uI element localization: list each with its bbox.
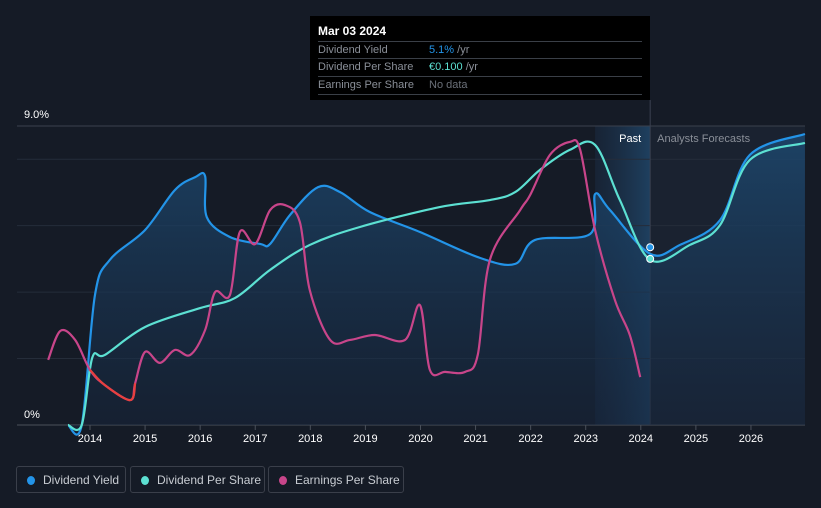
dividend-yield-dot-icon bbox=[27, 476, 35, 485]
legend-label: Earnings Per Share bbox=[295, 473, 400, 487]
dividend-per-share-dot-icon bbox=[141, 476, 149, 485]
tooltip-label: Dividend Per Share bbox=[318, 61, 414, 73]
x-tick-label: 2026 bbox=[739, 433, 763, 445]
legend-label: Dividend Yield bbox=[43, 473, 120, 487]
tooltip-row-dividend-per-share: Dividend Per Share €0.100 /yr bbox=[318, 58, 642, 76]
x-tick-label: 2020 bbox=[408, 433, 432, 445]
dividend-yield-line bbox=[66, 132, 806, 436]
x-tick-label: 2021 bbox=[463, 433, 487, 445]
x-tick-label: 2017 bbox=[243, 433, 267, 445]
tooltip-unit: /yr bbox=[462, 61, 478, 73]
x-tick-label: 2016 bbox=[188, 433, 212, 445]
forecast-label: Analysts Forecasts bbox=[657, 133, 750, 145]
dividend-yield-marker bbox=[646, 243, 655, 252]
x-tick-label: 2018 bbox=[298, 433, 322, 445]
dividend-yield-area bbox=[67, 133, 805, 435]
dividend-per-share-line bbox=[67, 140, 806, 432]
x-tick-label: 2025 bbox=[684, 433, 708, 445]
tooltip-value: 5.1% bbox=[429, 44, 455, 56]
x-tick-label: 2014 bbox=[78, 433, 102, 445]
legend-dividend-per-share[interactable]: Dividend Per Share bbox=[130, 466, 265, 493]
tooltip-unit: /yr bbox=[454, 44, 470, 56]
x-tick-label: 2015 bbox=[133, 433, 157, 445]
tooltip-label: Dividend Yield bbox=[318, 44, 388, 56]
dividend-per-share-marker bbox=[646, 254, 655, 263]
tooltip: Mar 03 2024 Dividend Yield 5.1% /yr Divi… bbox=[310, 16, 650, 100]
tooltip-value: No data bbox=[429, 79, 468, 91]
past-label: Past bbox=[619, 133, 641, 145]
tooltip-date: Mar 03 2024 bbox=[318, 24, 387, 38]
x-tick-label: 2019 bbox=[353, 433, 377, 445]
tooltip-row-dividend-yield: Dividend Yield 5.1% /yr bbox=[318, 41, 642, 59]
tooltip-value: €0.100 bbox=[429, 61, 463, 73]
eps-loss-segment bbox=[89, 369, 137, 402]
legend-dividend-yield[interactable]: Dividend Yield bbox=[16, 466, 126, 493]
earnings-per-share-line bbox=[47, 139, 642, 402]
x-tick-label: 2022 bbox=[518, 433, 542, 445]
earnings-per-share-dot-icon bbox=[279, 476, 287, 485]
tooltip-label: Earnings Per Share bbox=[318, 79, 414, 91]
tooltip-row-earnings-per-share: Earnings Per Share No data bbox=[318, 76, 642, 95]
x-tick-label: 2024 bbox=[629, 433, 653, 445]
x-tick-label: 2023 bbox=[573, 433, 597, 445]
legend-label: Dividend Per Share bbox=[157, 473, 262, 487]
legend-earnings-per-share[interactable]: Earnings Per Share bbox=[268, 466, 404, 493]
y-tick-label: 0% bbox=[24, 409, 40, 421]
y-tick-label: 9.0% bbox=[24, 109, 49, 121]
